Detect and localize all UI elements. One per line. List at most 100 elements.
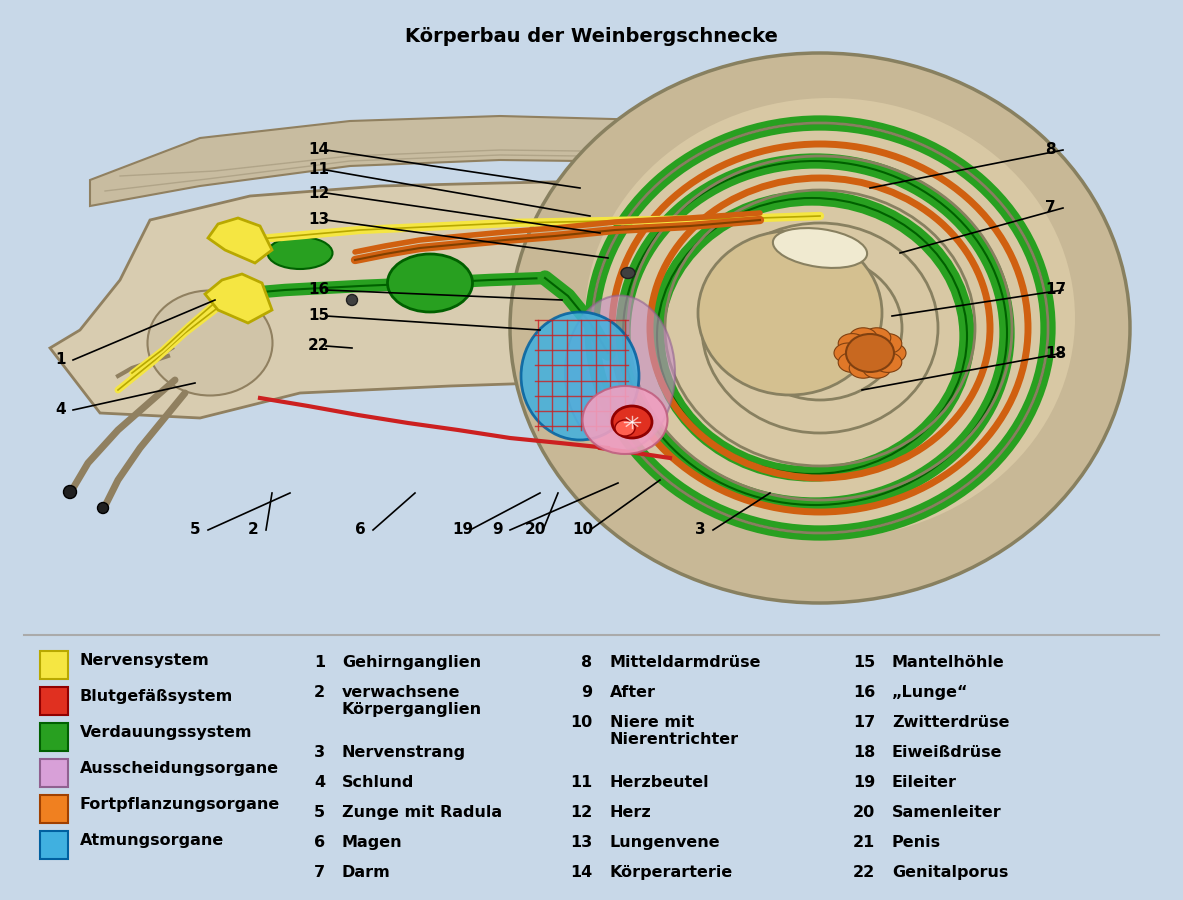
Text: Niere mit
Nierentrichter: Niere mit Nierentrichter	[610, 715, 739, 747]
Text: 12: 12	[570, 805, 592, 820]
Text: Zunge mit Radula: Zunge mit Radula	[342, 805, 502, 820]
Text: 20: 20	[525, 523, 547, 537]
Text: 9: 9	[581, 685, 592, 700]
Text: 14: 14	[570, 865, 592, 880]
Polygon shape	[50, 180, 840, 418]
Polygon shape	[208, 218, 272, 263]
Text: Magen: Magen	[342, 835, 402, 850]
Text: 15: 15	[308, 309, 329, 323]
Ellipse shape	[772, 228, 867, 268]
Text: 12: 12	[308, 185, 329, 201]
FancyBboxPatch shape	[40, 759, 67, 787]
Text: 19: 19	[452, 523, 473, 537]
Text: 17: 17	[1045, 283, 1066, 298]
Ellipse shape	[839, 334, 866, 354]
Text: 22: 22	[308, 338, 330, 354]
Text: 16: 16	[853, 685, 875, 700]
Text: 11: 11	[570, 775, 592, 790]
Text: 22: 22	[853, 865, 875, 880]
Text: 1: 1	[313, 655, 325, 670]
Text: 3: 3	[313, 745, 325, 760]
Text: 11: 11	[308, 163, 329, 177]
Ellipse shape	[874, 353, 901, 373]
Polygon shape	[90, 116, 845, 206]
Text: 2: 2	[313, 685, 325, 700]
Ellipse shape	[834, 343, 862, 363]
Text: Penis: Penis	[892, 835, 942, 850]
Text: 6: 6	[313, 835, 325, 850]
Text: Herz: Herz	[610, 805, 652, 820]
Ellipse shape	[97, 502, 109, 514]
Text: „Lunge“: „Lunge“	[892, 685, 969, 700]
Text: 7: 7	[313, 865, 325, 880]
Ellipse shape	[615, 420, 635, 436]
Text: Mantelhöhle: Mantelhöhle	[892, 655, 1004, 670]
Ellipse shape	[267, 237, 332, 269]
Ellipse shape	[64, 485, 77, 499]
Text: 18: 18	[1045, 346, 1066, 361]
Text: 1: 1	[54, 353, 65, 367]
Ellipse shape	[874, 334, 901, 354]
Text: Nervenstrang: Nervenstrang	[342, 745, 466, 760]
Text: 13: 13	[308, 212, 329, 228]
Text: Fortpflanzungsorgane: Fortpflanzungsorgane	[80, 797, 280, 813]
Text: Mitteldarmdrüse: Mitteldarmdrüse	[610, 655, 762, 670]
Text: Eileiter: Eileiter	[892, 775, 957, 790]
Text: 19: 19	[853, 775, 875, 790]
Text: Zwitterdrüse: Zwitterdrüse	[892, 715, 1009, 730]
Text: 3: 3	[694, 523, 705, 537]
Text: 14: 14	[308, 142, 329, 157]
Ellipse shape	[565, 295, 675, 451]
Text: 10: 10	[570, 715, 592, 730]
Text: Genitalporus: Genitalporus	[892, 865, 1008, 880]
Text: verwachsene
Körperganglien: verwachsene Körperganglien	[342, 685, 483, 717]
Text: 15: 15	[853, 655, 875, 670]
Ellipse shape	[586, 98, 1075, 538]
Text: Nervensystem: Nervensystem	[80, 653, 209, 669]
Polygon shape	[205, 274, 272, 323]
Text: 8: 8	[1045, 142, 1055, 157]
Ellipse shape	[612, 406, 652, 438]
Text: Ausscheidungsorgane: Ausscheidungsorgane	[80, 761, 279, 777]
Text: 20: 20	[853, 805, 875, 820]
Ellipse shape	[510, 53, 1130, 603]
Text: Blutgefäßsystem: Blutgefäßsystem	[80, 689, 233, 705]
Text: 6: 6	[355, 523, 366, 537]
Text: Samenleiter: Samenleiter	[892, 805, 1002, 820]
FancyBboxPatch shape	[40, 831, 67, 859]
FancyBboxPatch shape	[40, 651, 67, 679]
Text: 13: 13	[570, 835, 592, 850]
Text: 17: 17	[853, 715, 875, 730]
FancyBboxPatch shape	[40, 687, 67, 715]
FancyBboxPatch shape	[40, 795, 67, 823]
Ellipse shape	[148, 291, 272, 395]
Ellipse shape	[621, 267, 635, 278]
Text: Eiweißdrüse: Eiweißdrüse	[892, 745, 1002, 760]
Text: 4: 4	[313, 775, 325, 790]
Ellipse shape	[862, 328, 891, 347]
Text: Gehirnganglien: Gehirnganglien	[342, 655, 481, 670]
Ellipse shape	[862, 358, 891, 378]
Text: 7: 7	[1045, 201, 1055, 215]
Text: 18: 18	[853, 745, 875, 760]
Text: After: After	[610, 685, 657, 700]
Text: 4: 4	[54, 402, 65, 418]
Text: Lungenvene: Lungenvene	[610, 835, 720, 850]
Text: Atmungsorgane: Atmungsorgane	[80, 833, 225, 849]
Text: 8: 8	[581, 655, 592, 670]
Text: 9: 9	[492, 523, 503, 537]
Text: 16: 16	[308, 283, 329, 298]
Ellipse shape	[388, 254, 472, 312]
Text: 5: 5	[190, 523, 201, 537]
Ellipse shape	[878, 343, 906, 363]
Text: 21: 21	[853, 835, 875, 850]
Text: 5: 5	[313, 805, 325, 820]
Ellipse shape	[849, 358, 878, 378]
Ellipse shape	[521, 312, 639, 440]
Ellipse shape	[846, 334, 894, 372]
Ellipse shape	[347, 294, 357, 305]
Ellipse shape	[849, 328, 878, 347]
Text: Körperarterie: Körperarterie	[610, 865, 733, 880]
Text: 2: 2	[248, 523, 259, 537]
Ellipse shape	[582, 386, 667, 454]
